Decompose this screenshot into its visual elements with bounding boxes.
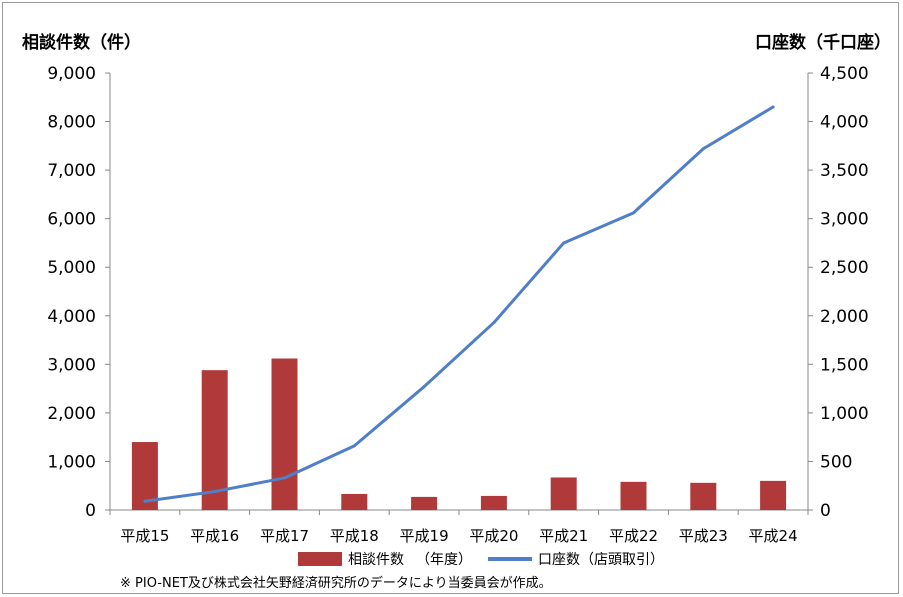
- bar: [760, 481, 786, 510]
- right-axis-title: 口座数（千口座）: [755, 28, 891, 53]
- bar: [621, 482, 647, 510]
- x-category-label: 平成22: [609, 527, 658, 545]
- left-tick-label: 3,000: [47, 355, 96, 375]
- legend-item-bars: 相談件数 （年度）: [298, 549, 472, 569]
- right-tick-label: 4,000: [820, 113, 869, 133]
- left-tick-label: 1,000: [47, 452, 96, 472]
- left-tick-label: 8,000: [47, 113, 96, 133]
- line-point: [423, 385, 426, 388]
- right-tick-label: 1,500: [820, 355, 869, 375]
- left-tick-label: 2,000: [47, 404, 96, 424]
- right-tick-label: 0: [820, 501, 831, 521]
- line-point: [772, 105, 775, 108]
- bar: [690, 483, 716, 510]
- right-tick-label: 2,500: [820, 258, 869, 278]
- line-point: [562, 241, 565, 244]
- line-point: [632, 211, 635, 214]
- line-point: [143, 500, 146, 503]
- legend-bar-swatch: [298, 552, 342, 566]
- x-category-label: 平成23: [679, 527, 728, 545]
- left-tick-label: 0: [85, 501, 96, 521]
- x-category-label: 平成18: [330, 527, 379, 545]
- left-tick-label: 5,000: [47, 258, 96, 278]
- line-point: [213, 490, 216, 493]
- right-tick-label: 3,000: [820, 210, 869, 230]
- x-category-label: 平成20: [469, 527, 518, 545]
- x-category-label: 平成24: [749, 527, 798, 545]
- left-axis-title: 相談件数（件）: [22, 28, 141, 53]
- bar: [551, 477, 577, 510]
- x-category-label: 平成16: [190, 527, 239, 545]
- legend-bar-label: 相談件数: [348, 549, 404, 569]
- legend-line-label: 口座数（店頭取引）: [538, 549, 664, 569]
- bar: [481, 496, 507, 510]
- legend-line-swatch: [488, 557, 532, 561]
- x-category-label: 平成21: [539, 527, 588, 545]
- right-tick-label: 4,500: [820, 64, 869, 84]
- x-category-label: 平成19: [400, 527, 449, 545]
- legend-bar-note: （年度）: [416, 549, 472, 569]
- bar: [411, 497, 437, 510]
- left-tick-label: 9,000: [47, 64, 96, 84]
- line-point: [353, 444, 356, 447]
- right-tick-label: 1,000: [820, 404, 869, 424]
- line-point: [283, 476, 286, 479]
- left-tick-label: 6,000: [47, 210, 96, 230]
- x-category-label: 平成15: [120, 527, 169, 545]
- left-tick-label: 4,000: [47, 307, 96, 327]
- left-tick-label: 7,000: [47, 161, 96, 181]
- bar: [341, 494, 367, 510]
- bar: [272, 359, 298, 510]
- right-tick-label: 3,500: [820, 161, 869, 181]
- x-category-label: 平成17: [260, 527, 309, 545]
- series-line: [145, 107, 773, 501]
- right-tick-label: 2,000: [820, 307, 869, 327]
- legend-item-line: 口座数（店頭取引）: [488, 549, 664, 569]
- right-tick-label: 500: [820, 452, 852, 472]
- source-note: ※ PIO-NET及び株式会社矢野経済研究所のデータにより当委員会が作成。: [120, 572, 552, 591]
- line-point: [702, 147, 705, 150]
- line-point: [492, 321, 495, 324]
